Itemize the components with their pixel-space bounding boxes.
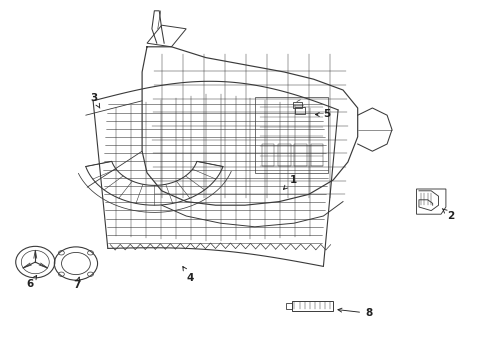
Text: 5: 5: [316, 109, 331, 120]
Text: 6: 6: [27, 275, 37, 289]
Text: 8: 8: [338, 308, 372, 318]
Text: 2: 2: [442, 208, 454, 221]
Text: 4: 4: [183, 266, 194, 283]
Text: 3: 3: [91, 93, 100, 108]
Text: 7: 7: [73, 277, 81, 290]
Text: 1: 1: [283, 175, 296, 189]
